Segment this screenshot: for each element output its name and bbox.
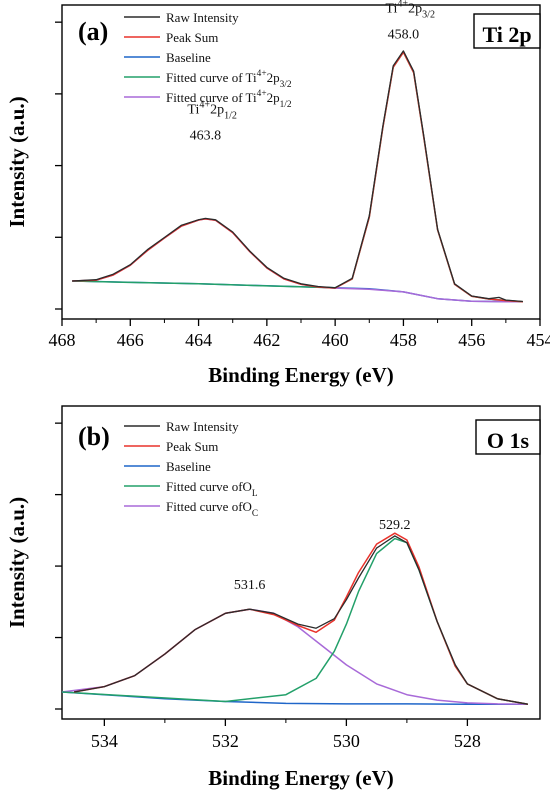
legend-label: Peak Sum [166, 439, 218, 454]
series-line-raw [73, 535, 529, 705]
text-sub: 1/2 [224, 110, 237, 121]
x-tick-label: 530 [333, 731, 360, 751]
legend-label: Fitted curve of Ti4+2p3/2 [166, 69, 292, 90]
text-sub: L [252, 489, 258, 499]
text-base: Ti [385, 2, 397, 17]
y-axis-title: Intensity (a.u.) [5, 497, 29, 628]
peak-value: 463.8 [190, 128, 222, 143]
plot-frame [61, 4, 541, 320]
y-axis-title: Intensity (a.u.) [5, 96, 29, 227]
peak-value: 531.6 [234, 578, 266, 593]
text-mid: 2p [408, 2, 422, 17]
text-base: Fitted curve ofO [166, 499, 252, 514]
text-sup: 4+ [199, 99, 210, 110]
panel-a-ti-2p: 468 466 464 462 460 458 456 454 Binding Energy (… [5, 0, 550, 387]
text-sup: 4+ [257, 69, 267, 79]
text-mid: 2p [210, 102, 224, 117]
x-tick-label: 456 [458, 330, 485, 350]
x-tick-label: 460 [322, 330, 349, 350]
element-label: O 1s [487, 428, 530, 453]
text-base: Peak Sum [166, 439, 218, 454]
text-base: Peak Sum [166, 30, 218, 45]
text-sup: 4+ [397, 0, 408, 10]
text-base: Baseline [166, 459, 211, 474]
text-base: Raw Intensity [166, 10, 239, 25]
element-label-box [475, 419, 541, 455]
peak-value: 529.2 [379, 518, 411, 533]
legend-label: Fitted curve ofOL [166, 479, 258, 499]
series-line-sum [73, 532, 529, 705]
peak-name: Ti4+2p3/2 [385, 0, 435, 21]
peak-name: Ti4+2p1/2 [187, 99, 237, 121]
x-tick-label: 462 [253, 330, 280, 350]
x-axis-title: Binding Energy (eV) [208, 766, 394, 790]
panel-label: (a) [78, 17, 108, 46]
x-tick-label: 528 [454, 731, 481, 751]
legend-label: Baseline [166, 459, 211, 474]
x-tick-label: 454 [527, 330, 550, 350]
legend-label: Raw Intensity [166, 10, 239, 25]
panel-label: (b) [78, 422, 110, 451]
series-line-fit1 [72, 51, 523, 303]
text-sub: 3/2 [422, 10, 435, 21]
text-base: Fitted curve ofO [166, 479, 252, 494]
series-line-fit2 [72, 218, 523, 303]
peak-value: 458.0 [388, 28, 420, 43]
text-sub: 3/2 [280, 80, 292, 90]
legend-label: Fitted curve of Ti4+2p1/2 [166, 89, 292, 110]
x-tick-label: 464 [185, 330, 212, 350]
series-line-sum [72, 51, 523, 303]
text-mid: 2p [267, 70, 280, 85]
series-line-raw [72, 50, 523, 303]
legend-label: Fitted curve ofOC [166, 499, 258, 519]
series-line-fit1 [61, 537, 529, 705]
element-label: Ti 2p [482, 22, 531, 47]
x-tick-label: 458 [390, 330, 417, 350]
legend-label: Raw Intensity [166, 419, 239, 434]
text-base: Ti [187, 102, 199, 117]
text-sub: C [252, 509, 258, 519]
panel-b-o-1s: 534 532 530 528 Binding Energy (eV) Intensity… [5, 405, 541, 790]
element-label-box [473, 13, 541, 49]
legend-label: Peak Sum [166, 30, 218, 45]
text-base: Fitted curve of Ti [166, 70, 257, 85]
text-base: Raw Intensity [166, 419, 239, 434]
text-sub: 1/2 [280, 100, 292, 110]
x-tick-label: 532 [212, 731, 239, 751]
plot-frame [61, 405, 541, 720]
x-tick-label: 466 [117, 330, 144, 350]
text-sup: 4+ [257, 89, 267, 99]
x-tick-label: 468 [49, 330, 76, 350]
text-base: Fitted curve of Ti [166, 90, 257, 105]
text-base: Baseline [166, 50, 211, 65]
legend-label: Baseline [166, 50, 211, 65]
x-axis-title: Binding Energy (eV) [208, 363, 394, 387]
text-mid: 2p [267, 90, 280, 105]
x-tick-label: 534 [91, 731, 118, 751]
